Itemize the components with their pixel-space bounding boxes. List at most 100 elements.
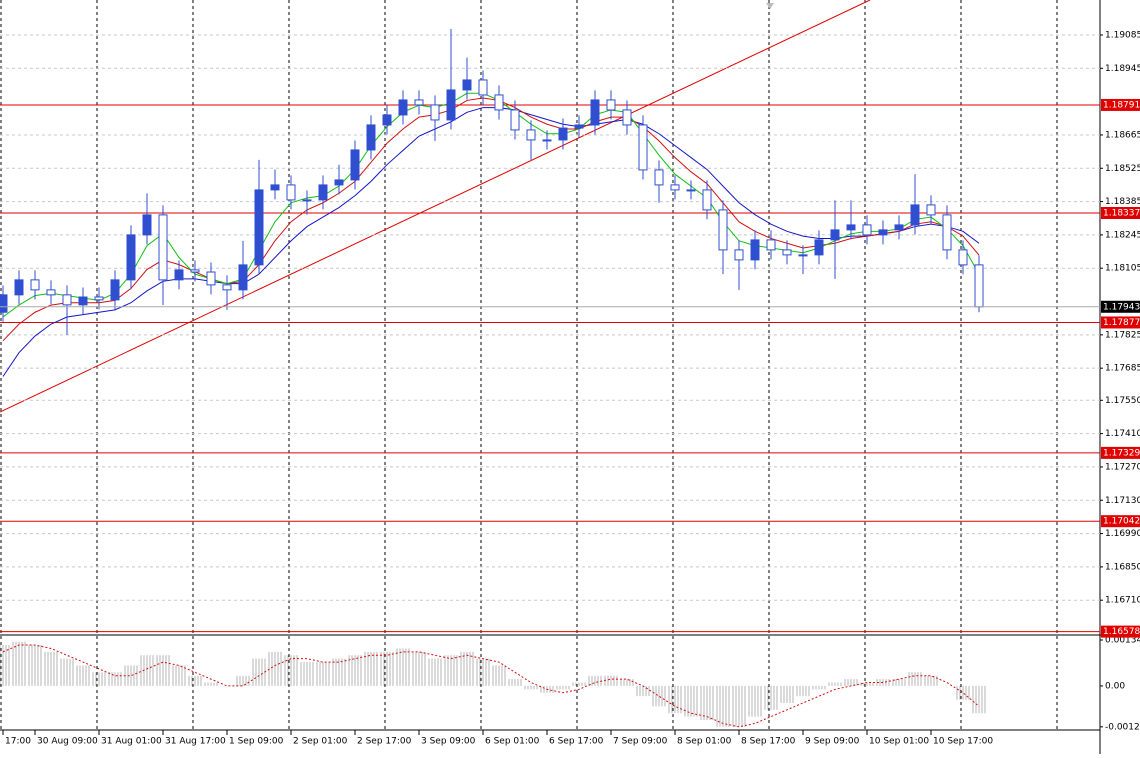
candle-body: [478, 79, 488, 96]
y-tick-label: 1.17825: [1105, 330, 1140, 340]
level-label: 1.18337: [1103, 208, 1140, 218]
candle-body: [62, 294, 72, 306]
candle-body: [350, 149, 360, 181]
candle-body: [174, 269, 184, 281]
last-price-box: [1101, 300, 1140, 313]
candle-body: [862, 224, 872, 236]
level-label: 1.17329: [1103, 448, 1140, 458]
candle-body: [798, 254, 808, 257]
osc-signal: [2, 644, 980, 728]
candle-body: [382, 114, 392, 126]
candle-body: [926, 204, 936, 216]
x-tick-label: 1 Sep 09:00: [229, 737, 284, 747]
last-price-label: 1.17943: [1103, 302, 1140, 312]
candle-body: [318, 184, 328, 201]
y-tick-label: 1.18385: [1105, 197, 1140, 207]
candle-body: [254, 189, 264, 266]
candle-body: [286, 184, 296, 201]
y-tick-label: 1.17685: [1105, 364, 1140, 374]
x-tick-label: 2 Sep 01:00: [293, 737, 348, 747]
x-tick-label: 17:00: [5, 737, 31, 747]
candle-body: [878, 229, 888, 236]
candle-body: [190, 269, 200, 273]
x-tick-label: 8 Sep 01:00: [677, 737, 732, 747]
candle-body: [446, 89, 456, 121]
candle-body: [510, 109, 520, 131]
candle-body: [686, 189, 696, 192]
y-tick-label: 1.16850: [1105, 562, 1140, 572]
candle-body: [814, 239, 824, 256]
candle-body: [542, 139, 552, 142]
y-tick-label: 1.18945: [1105, 64, 1140, 74]
candle-body: [30, 279, 40, 291]
x-tick-label: 10 Sep 01:00: [869, 737, 929, 747]
candle-body: [702, 189, 712, 211]
candle-body: [270, 184, 280, 191]
candle-body: [766, 239, 776, 251]
y-tick-label: 1.16710: [1105, 596, 1140, 606]
candle-body: [574, 124, 584, 129]
candle-body: [942, 214, 952, 251]
y-tick-label: 1.19085: [1105, 30, 1140, 40]
level-label-box: [1101, 515, 1140, 528]
candle-body: [398, 99, 408, 116]
candle-body: [734, 249, 744, 261]
candle-body: [910, 204, 920, 226]
level-label: 1.17042: [1103, 517, 1140, 527]
y-tick-label: 1.17270: [1105, 462, 1140, 472]
candle-body: [606, 99, 616, 111]
moving-average: [2, 92, 980, 318]
osc-y-tick-label: 0.00: [1105, 681, 1125, 691]
trend-line: [0, 0, 871, 413]
candle-body: [718, 209, 728, 251]
candle-body: [590, 99, 600, 126]
x-tick-label: 31 Aug 17:00: [165, 737, 226, 747]
level-label: 1.18791: [1103, 100, 1140, 110]
candle-body: [750, 239, 760, 261]
candle-body: [830, 229, 840, 241]
candle-body: [654, 169, 664, 186]
candle-body: [366, 124, 376, 151]
candle-body: [78, 296, 88, 306]
candle-body: [222, 284, 232, 291]
candle-body: [430, 104, 440, 121]
x-tick-label: 31 Aug 01:00: [101, 737, 162, 747]
level-label: 1.17877: [1103, 318, 1140, 328]
candle-body: [974, 264, 984, 308]
y-tick-label: 1.17410: [1105, 429, 1140, 439]
candle-body: [110, 279, 120, 301]
y-tick-label: 1.18245: [1105, 230, 1140, 240]
x-tick-label: 6 Sep 17:00: [549, 737, 604, 747]
y-tick-label: 1.17550: [1105, 396, 1140, 406]
candle-body: [558, 127, 568, 141]
level-label: 1.16578: [1103, 627, 1140, 637]
candle-body: [238, 264, 248, 291]
x-tick-label: 9 Sep 09:00: [805, 737, 860, 747]
y-tick-label: 1.18105: [1105, 264, 1140, 274]
candle-body: [126, 234, 136, 281]
x-tick-label: 7 Sep 09:00: [613, 737, 668, 747]
candle-body: [958, 249, 968, 266]
x-tick-label: 30 Aug 09:00: [37, 737, 98, 747]
candle-body: [158, 214, 168, 281]
level-label-box: [1101, 98, 1140, 111]
candle-body: [302, 199, 312, 202]
candle-body: [206, 271, 216, 286]
osc-y-tick-label: -0.0012: [1105, 722, 1140, 732]
candle-body: [670, 184, 680, 191]
candle-body: [462, 79, 472, 91]
candle-body: [638, 124, 648, 171]
level-label-box: [1101, 625, 1140, 638]
candle-body: [14, 279, 24, 296]
y-tick-label: 1.18525: [1105, 164, 1140, 174]
x-tick-label: 8 Sep 17:00: [741, 737, 796, 747]
x-tick-label: 10 Sep 17:00: [933, 737, 993, 747]
candle-body: [94, 296, 104, 301]
level-label-box: [1101, 206, 1140, 219]
candle-body: [494, 94, 504, 111]
candle-body: [334, 179, 344, 186]
candle-body: [782, 249, 792, 256]
candle-body: [622, 109, 632, 126]
candle-body: [46, 289, 56, 296]
